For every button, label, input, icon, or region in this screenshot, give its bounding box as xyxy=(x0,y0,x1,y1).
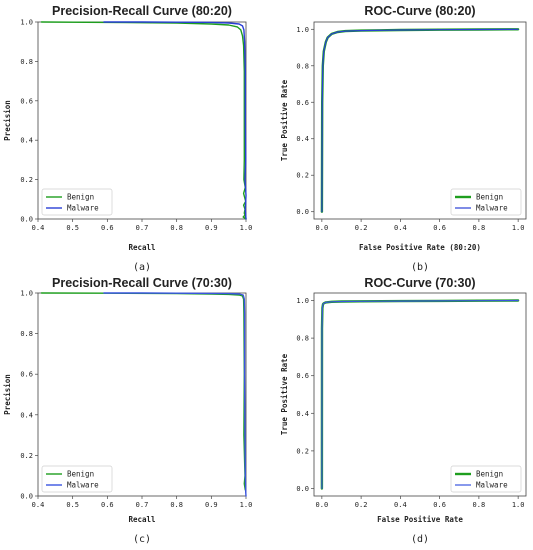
x-tick-label: 0.4 xyxy=(32,224,45,232)
y-tick-label: 0.2 xyxy=(296,447,309,455)
x-tick-label: 0.9 xyxy=(205,501,218,509)
legend-label-malware: Malware xyxy=(67,204,99,213)
x-tick-label: 0.8 xyxy=(170,501,183,509)
plot-area xyxy=(313,292,527,497)
x-tick-label: 0.8 xyxy=(473,501,486,509)
y-tick-label: 0.8 xyxy=(296,335,309,343)
x-tick-label: 1.0 xyxy=(240,224,253,232)
x-axis-label: Recall xyxy=(128,243,155,252)
y-tick-label: 0.8 xyxy=(20,330,33,338)
chart-panel-3: ROC-Curve (70:30) 0.0 0.2 0.4 0.6 0.8 1.0 0.0 0.… xyxy=(280,276,527,545)
y-tick-label: 0.0 xyxy=(20,493,33,501)
legend-label-benign: Benign xyxy=(476,470,503,479)
chart-title: ROC-Curve (70:30) xyxy=(364,276,475,290)
x-tick-label: 0.0 xyxy=(316,224,329,232)
y-tick-label: 0.4 xyxy=(20,411,33,419)
legend: Benign Malware xyxy=(450,465,522,493)
y-tick-label: 0.0 xyxy=(296,208,309,216)
y-axis-label: True Positive Rate xyxy=(280,353,289,435)
y-tick-label: 0.2 xyxy=(20,176,33,184)
y-tick-label: 0.0 xyxy=(296,485,309,493)
subfigure-caption: (b) xyxy=(411,262,429,273)
series-line-malware xyxy=(321,28,519,213)
x-tick-label: 0.7 xyxy=(136,224,149,232)
y-tick-label: 0.6 xyxy=(296,99,309,107)
chart-panel-1: ROC-Curve (80:20) 0.0 0.2 0.4 0.6 0.8 1.0 0.0 0.… xyxy=(280,4,527,273)
x-tick-label: 0.5 xyxy=(66,501,79,509)
series-line-malware xyxy=(321,299,519,490)
chart-title: ROC-Curve (80:20) xyxy=(364,4,475,18)
y-tick-label: 1.0 xyxy=(20,19,33,27)
y-tick-label: 0.2 xyxy=(296,172,309,180)
x-axis-label: False Positive Rate xyxy=(377,515,463,524)
legend-label-benign: Benign xyxy=(67,470,94,479)
y-tick-label: 1.0 xyxy=(296,26,309,34)
x-tick-label: 0.7 xyxy=(136,501,149,509)
x-tick-label: 0.4 xyxy=(394,501,407,509)
legend-label-benign: Benign xyxy=(476,193,503,202)
y-tick-label: 0.4 xyxy=(296,410,309,418)
legend: Benign Malware xyxy=(450,188,522,216)
x-tick-label: 0.6 xyxy=(101,224,114,232)
y-tick-label: 0.2 xyxy=(20,452,33,460)
y-axis-label: Precision xyxy=(3,100,12,141)
y-tick-label: 0.6 xyxy=(20,97,33,105)
plot-area xyxy=(37,292,247,497)
y-tick-label: 0.8 xyxy=(296,62,309,70)
x-tick-label: 0.9 xyxy=(205,224,218,232)
x-tick-label: 0.2 xyxy=(355,224,368,232)
y-axis-label: Precision xyxy=(3,374,12,415)
x-tick-label: 1.0 xyxy=(240,501,253,509)
x-tick-label: 0.4 xyxy=(32,501,45,509)
subfigure-caption: (a) xyxy=(133,262,151,273)
y-tick-label: 0.6 xyxy=(296,372,309,380)
x-tick-label: 0.2 xyxy=(355,501,368,509)
y-tick-label: 0.6 xyxy=(20,371,33,379)
x-tick-label: 1.0 xyxy=(512,224,525,232)
x-tick-label: 0.4 xyxy=(394,224,407,232)
series-line-malware xyxy=(103,21,247,220)
x-tick-label: 0.8 xyxy=(473,224,486,232)
x-axis-label: Recall xyxy=(128,515,155,524)
series-line-benign xyxy=(40,21,247,220)
y-tick-label: 0.4 xyxy=(20,137,33,145)
legend-label-malware: Malware xyxy=(476,481,508,490)
y-axis-label: True Positive Rate xyxy=(280,79,289,161)
chart-panel-0: Precision-Recall Curve (80:20) 0.4 0.5 0.6 0… xyxy=(3,4,252,273)
legend-label-benign: Benign xyxy=(67,193,94,202)
subfigure-caption: (d) xyxy=(411,534,429,545)
plot-area xyxy=(313,21,527,220)
y-tick-label: 1.0 xyxy=(20,290,33,298)
y-tick-label: 0.4 xyxy=(296,135,309,143)
y-tick-label: 0.8 xyxy=(20,58,33,66)
chart-title: Precision-Recall Curve (70:30) xyxy=(52,276,232,290)
legend-label-malware: Malware xyxy=(476,204,508,213)
x-tick-label: 0.6 xyxy=(101,501,114,509)
x-tick-label: 0.0 xyxy=(316,501,329,509)
x-tick-label: 0.8 xyxy=(170,224,183,232)
y-tick-label: 0.0 xyxy=(20,216,33,224)
plot-area xyxy=(37,21,247,220)
series-line-malware xyxy=(103,292,247,497)
x-tick-label: 0.6 xyxy=(433,501,446,509)
x-axis-label: False Positive Rate (80:20) xyxy=(359,243,481,252)
subfigure-caption: (c) xyxy=(133,534,151,545)
y-tick-label: 1.0 xyxy=(296,297,309,305)
x-tick-label: 1.0 xyxy=(512,501,525,509)
chart-title: Precision-Recall Curve (80:20) xyxy=(52,4,232,18)
chart-panel-2: Precision-Recall Curve (70:30) 0.4 0.5 0.6 0… xyxy=(3,276,252,545)
x-tick-label: 0.6 xyxy=(433,224,446,232)
legend-label-malware: Malware xyxy=(67,481,99,490)
legend: Benign Malware xyxy=(41,188,113,216)
legend: Benign Malware xyxy=(41,465,113,493)
x-tick-label: 0.5 xyxy=(66,224,79,232)
